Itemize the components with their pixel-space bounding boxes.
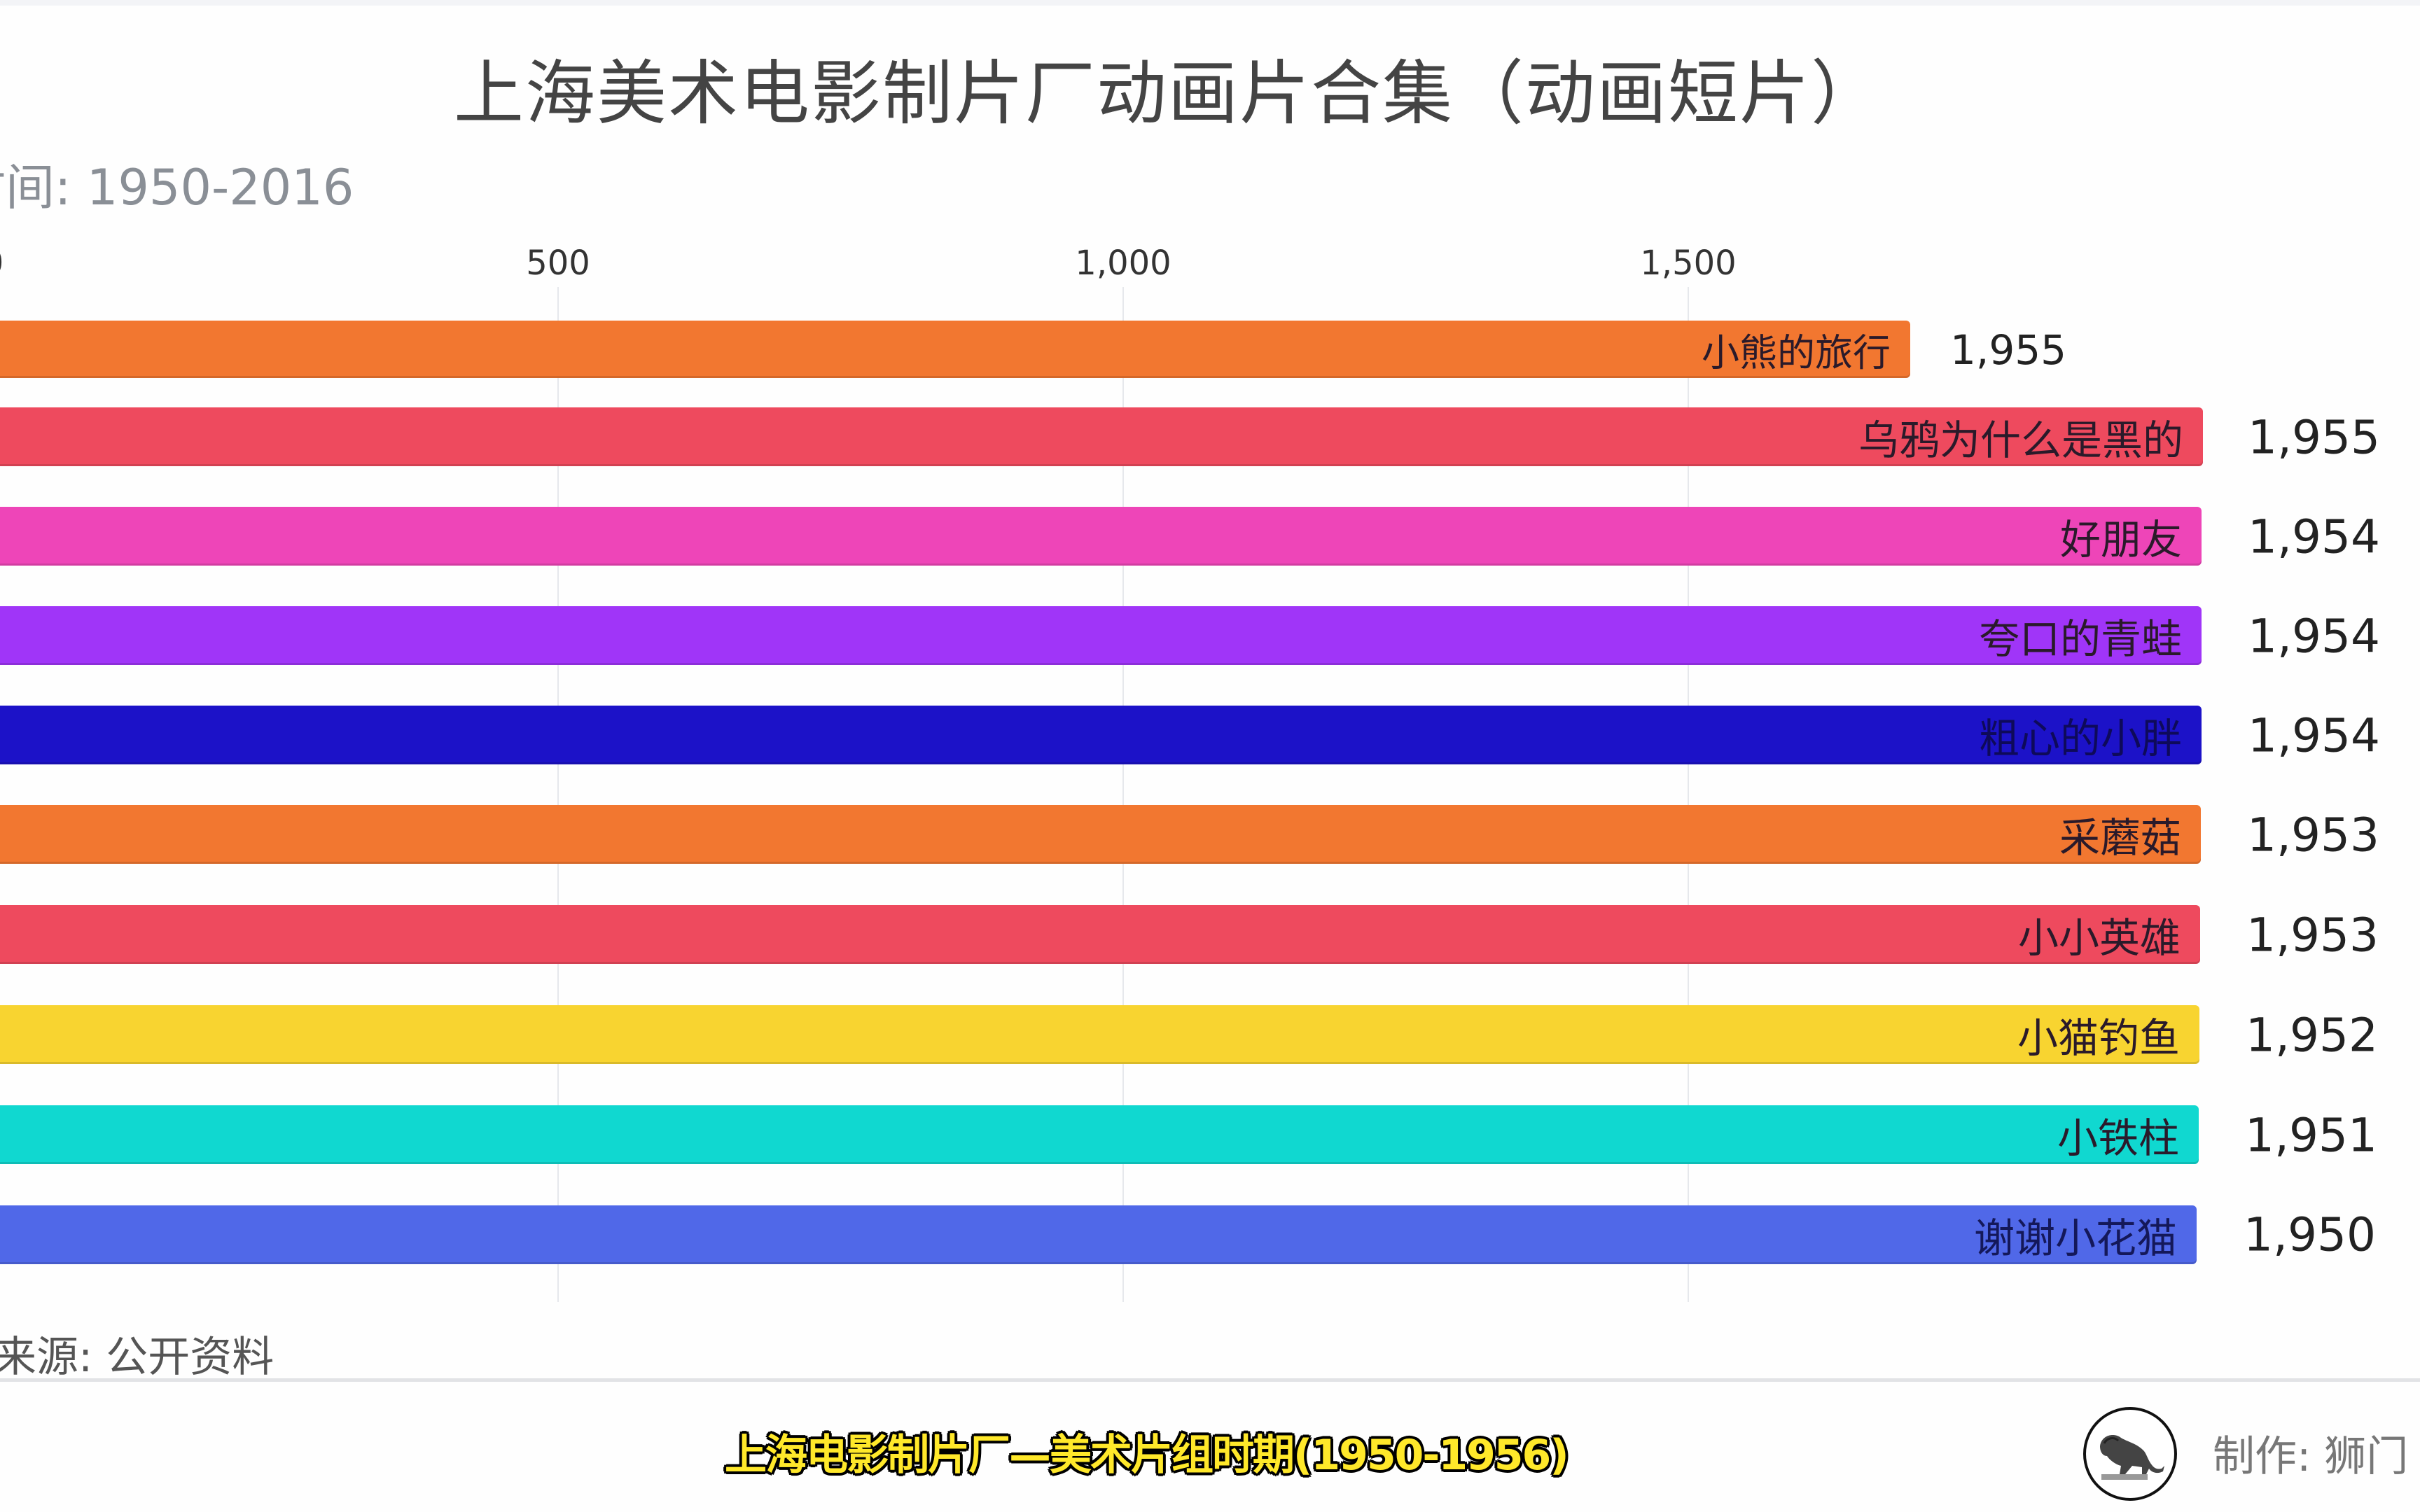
bar-label: 谢谢小花猫 (1973, 1214, 2177, 1262)
data-source: 来源: 公开资料 (0, 1333, 274, 1382)
video-caption: 上海电影制片厂—美术片组时期(1950-1956) (725, 1431, 1569, 1480)
bar-value: 1,953 (2246, 908, 2379, 962)
x-tick-1000: 1,000 (1075, 244, 1171, 283)
bar: 采蘑菇 (0, 805, 2201, 864)
bar-value: 1,955 (1950, 326, 2067, 374)
footer-separator (0, 1378, 2420, 1382)
gridline-1500 (1688, 287, 1689, 1302)
bar-value: 1,954 (2248, 708, 2380, 763)
bar-label: 夸口的青蛙 (1978, 615, 2182, 663)
gridline-1000 (1122, 287, 1124, 1302)
bar-label: 采蘑菇 (2059, 814, 2181, 862)
bar: 粗心的小胖 (0, 706, 2202, 764)
bar: 谢谢小花猫 (0, 1205, 2197, 1264)
lion-icon (2083, 1407, 2177, 1501)
top-strip (0, 0, 2420, 6)
x-tick-1500: 1,500 (1640, 244, 1737, 283)
bar: 夸口的青蛙 (0, 606, 2202, 665)
bar-label: 小铁柱 (2057, 1114, 2179, 1162)
bar-value: 1,953 (2247, 808, 2379, 862)
bar: 小猫钓鱼 (0, 1005, 2199, 1064)
bar-value: 1,955 (2248, 410, 2380, 465)
bar-label: 小猫钓鱼 (2017, 1014, 2180, 1062)
bar-value: 1,954 (2248, 510, 2380, 564)
gridline-500 (557, 287, 559, 1302)
bar-label: 好朋友 (2059, 516, 2182, 564)
x-tick-500: 500 (526, 244, 590, 283)
bar-label: 粗心的小胖 (1978, 715, 2182, 762)
bar: 小小英雄 (0, 905, 2200, 964)
chart-subtitle: 时间: 1950-2016 (0, 159, 354, 216)
bar-value: 1,954 (2248, 609, 2380, 664)
bar: 好朋友 (0, 507, 2202, 566)
bar-value: 1,950 (2244, 1208, 2376, 1262)
chart-title: 上海美术电影制片厂动画片合集（动画短片） (454, 52, 1882, 134)
bar: 乌鸦为什么是黑的 (0, 407, 2203, 466)
bar: 小铁柱 (0, 1105, 2199, 1164)
x-tick-0: 0 (0, 244, 4, 283)
bar-label: 乌鸦为什么是黑的 (1858, 416, 2183, 464)
bar-label: 小小英雄 (2017, 914, 2181, 962)
credit-text: 制作: 狮门 (2213, 1432, 2409, 1481)
bar-label: 小熊的旅行 (1702, 330, 1891, 375)
bar-value: 1,951 (2245, 1108, 2377, 1163)
bar: 小熊的旅行 (0, 321, 1910, 378)
bar-value: 1,952 (2246, 1008, 2378, 1063)
